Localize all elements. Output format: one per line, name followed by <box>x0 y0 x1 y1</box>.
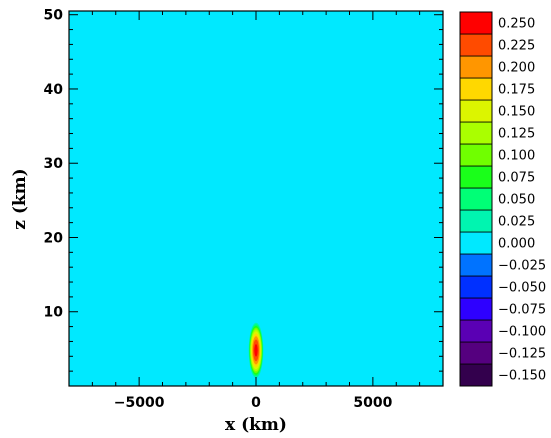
colorbar-label: −0.050 <box>498 281 546 296</box>
colorbar-label: 0.100 <box>498 149 535 164</box>
colorbar-swatch <box>459 55 493 79</box>
colorbar-swatch <box>459 121 493 145</box>
x-axis: −5000 0 5000 <box>68 11 444 411</box>
colorbar-frame <box>459 11 493 387</box>
colorbar-label: 0.200 <box>498 61 535 76</box>
colorbar-swatch <box>459 77 493 101</box>
colorbar-swatch <box>459 209 493 233</box>
colorbar-swatch <box>459 319 493 343</box>
x-tick-label: 5000 <box>353 395 392 411</box>
y-tick-label: 10 <box>44 305 64 321</box>
contour-level-16 <box>254 344 258 357</box>
colorbar-swatch <box>459 187 493 211</box>
colorbar-label: 0.175 <box>498 83 535 98</box>
y-axis: 10 20 30 40 50 <box>44 8 443 372</box>
colorbar-swatch <box>459 231 493 255</box>
colorbar-label: −0.025 <box>498 259 546 274</box>
colorbar-label: 0.250 <box>498 17 535 32</box>
colorbar-label: 0.225 <box>498 39 535 54</box>
y-tick-label: 30 <box>44 156 64 172</box>
colorbar-swatch <box>459 11 493 35</box>
colorbar-label: −0.100 <box>498 325 546 340</box>
colorbar-label: −0.150 <box>498 369 546 384</box>
y-tick-label: 50 <box>44 8 64 24</box>
colorbar-swatch <box>459 33 493 57</box>
colorbar-swatch <box>459 297 493 321</box>
x-tick-label: −5000 <box>114 395 165 411</box>
x-tick-label: 0 <box>251 395 261 411</box>
y-tick-label: 20 <box>44 230 64 246</box>
plot-area <box>68 10 444 387</box>
colorbar-label: 0.125 <box>498 127 535 142</box>
colorbar-label: 0.050 <box>498 193 535 208</box>
colorbar-swatch <box>459 363 493 387</box>
colorbar-label: 0.025 <box>498 215 535 230</box>
colorbar-label: 0.000 <box>498 237 535 252</box>
colorbar: −0.150 −0.125 −0.100 −0.075 −0.050 −0.025 0.00… <box>459 11 546 387</box>
colorbar-label: 0.150 <box>498 105 535 120</box>
colorbar-swatch <box>459 253 493 277</box>
colorbar-swatch <box>459 165 493 189</box>
colorbar-swatch <box>459 143 493 167</box>
colorbar-label: 0.075 <box>498 171 535 186</box>
x-axis-label: x (km) <box>225 415 287 435</box>
colorbar-swatch <box>459 99 493 123</box>
y-axis-label: z (km) <box>10 168 30 229</box>
colorbar-label: −0.075 <box>498 303 546 318</box>
colorbar-swatch <box>459 275 493 299</box>
colorbar-label: −0.125 <box>498 347 546 362</box>
colorbar-swatch <box>459 341 493 365</box>
y-tick-label: 40 <box>44 82 64 98</box>
